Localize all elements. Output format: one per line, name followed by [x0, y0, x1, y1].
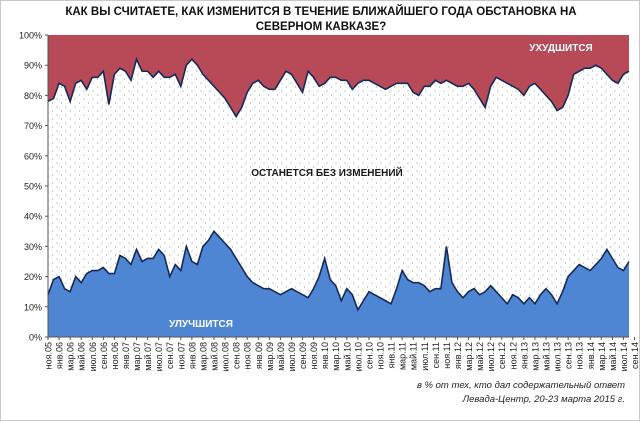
x-tick-label: май.11: [409, 342, 419, 370]
series-area-worse: [48, 35, 629, 117]
x-tick-label: ноя.07: [176, 342, 186, 369]
x-tick-label: май.12: [475, 342, 485, 371]
x-tick-label: янв.10: [320, 342, 330, 369]
x-tick-label: мар.08: [198, 342, 208, 371]
x-tick-label: мар.14: [597, 342, 607, 371]
y-tick-label: 50%: [24, 182, 42, 192]
x-tick-label: янв.11: [387, 342, 397, 368]
y-tick-label: 60%: [24, 151, 42, 161]
y-tick-label: 10%: [24, 302, 42, 312]
y-tick-label: 30%: [24, 242, 42, 252]
footnote-source: Левада-Центр, 20-23 марта 2015 г.: [462, 394, 625, 405]
x-tick-label: июл.14: [619, 342, 629, 371]
x-tick-label: сен.13: [564, 342, 574, 369]
footnote-line1: в % от тех, кто дал содержательный ответ: [416, 380, 625, 391]
series-line-better: [47, 229, 630, 312]
x-tick-label: мар.13: [530, 342, 540, 371]
y-tick-label: 40%: [24, 212, 42, 222]
y-tick-label: 0%: [29, 333, 42, 343]
x-tick-label: янв.09: [254, 342, 264, 369]
x-tick-label: янв.06: [55, 342, 65, 369]
x-tick-label: сен.09: [298, 342, 308, 369]
x-tick-label: сен.08: [232, 342, 242, 369]
series-line-worse: [47, 56, 630, 119]
x-tick-label: ноя.10: [376, 342, 386, 369]
x-tick-label: ноя.11: [442, 342, 452, 369]
x-tick-label: мар.10: [331, 342, 341, 371]
y-tick-label: 100%: [19, 31, 42, 41]
x-tick-label: мар.06: [66, 342, 76, 371]
x-tick-label: июл.10: [353, 342, 363, 371]
x-tick-label: июл.12: [486, 342, 496, 371]
x-tick-label: май.08: [210, 342, 220, 371]
x-tick-label: сен.06: [99, 342, 109, 369]
x-tick-label: янв.12: [453, 342, 463, 369]
x-tick-label: ноя.12: [508, 342, 518, 369]
x-tick-label: июл.08: [221, 342, 231, 371]
footnote: в % от тех, кто дал содержательный ответ…: [417, 379, 625, 407]
x-tick-label: июл.09: [287, 342, 297, 371]
x-tick-label: сен.11: [431, 342, 441, 368]
x-tick-label: ноя.05: [44, 342, 54, 369]
x-tick-label: ноя.06: [110, 342, 120, 369]
label-better: УЛУЧШИТСЯ: [169, 319, 233, 330]
label-worse: УХУДШИТСЯ: [529, 43, 592, 54]
x-tick-label: июл.07: [154, 342, 164, 371]
chart-title: КАК ВЫ СЧИТАЕТЕ, КАК ИЗМЕНИТСЯ В ТЕЧЕНИЕ…: [65, 6, 577, 33]
label-no-change: ОСТАНЕТСЯ БЕЗ ИЗМЕНЕНИЙ: [251, 166, 402, 179]
x-tick-label: ноя.09: [309, 342, 319, 369]
x-tick-label: июл.11: [420, 342, 430, 371]
x-tick-label: ноя.08: [243, 342, 253, 369]
x-tick-label: сен.07: [165, 342, 175, 369]
x-tick-label: май.13: [542, 342, 552, 371]
x-tick-label: мар.12: [464, 342, 474, 371]
x-tick-label: май.10: [342, 342, 352, 371]
y-tick-label: 90%: [24, 61, 42, 71]
x-tick-label: мар.11: [398, 342, 408, 370]
x-tick-label: сен.12: [497, 342, 507, 369]
y-tick-label: 20%: [24, 272, 42, 282]
y-tick-label: 80%: [24, 91, 42, 101]
x-tick-label: янв.07: [121, 342, 131, 369]
x-tick-label: июл.13: [553, 342, 563, 371]
y-tick-label: 70%: [24, 121, 42, 131]
x-tick-label: май.06: [77, 342, 87, 371]
x-tick-label: май.07: [143, 342, 153, 371]
series-area-better: [48, 231, 629, 337]
x-tick-label: июл.06: [88, 342, 98, 371]
x-tick-label: сен.14: [630, 342, 639, 369]
x-tick-label: янв.08: [187, 342, 197, 369]
x-tick-label: сен.10: [364, 342, 374, 369]
x-tick-label: янв.14: [586, 342, 596, 369]
x-tick-label: ноя.13: [575, 342, 585, 369]
x-tick-label: май.09: [276, 342, 286, 371]
x-tick-label: мар.07: [132, 342, 142, 371]
x-tick-label: май.14: [608, 342, 618, 371]
x-tick-label: мар.09: [265, 342, 275, 371]
x-tick-label: янв.13: [519, 342, 529, 369]
